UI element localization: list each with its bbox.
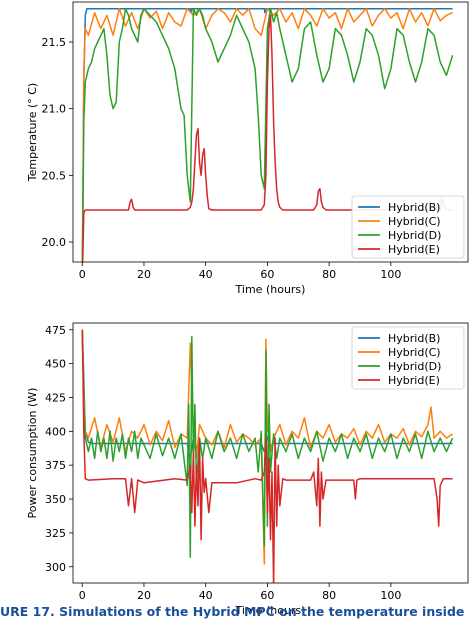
- series-line-hybrid-c: [81, 7, 453, 262]
- y-tick-label: 400: [45, 425, 66, 438]
- x-tick-label: 40: [199, 268, 213, 281]
- x-tick-label: 80: [322, 589, 336, 602]
- y-tick-label: 20.5: [42, 169, 67, 182]
- axes-frame: [72, 1, 469, 263]
- x-tick-label: 100: [380, 268, 401, 281]
- x-tick-label: 0: [79, 589, 86, 602]
- legend-entry: Hybrid(E): [388, 243, 440, 256]
- legend-entry: Hybrid(B): [388, 201, 440, 214]
- series-line-hybrid-d: [81, 329, 454, 559]
- x-axis-label: Time (hours): [235, 283, 306, 296]
- y-tick-label: 375: [45, 459, 66, 472]
- x-tick-label: 60: [260, 268, 274, 281]
- chart-1: 0 20 40 60 80 100 20.0 20.5 21.0 21.5 Time (hours)…: [26, 1, 469, 296]
- legend-entry: Hybrid(C): [388, 215, 441, 228]
- y-tick-label: 425: [45, 391, 66, 404]
- x-tick-label: 0: [79, 268, 86, 281]
- y-tick-label: 21.5: [42, 36, 67, 49]
- chart-2: 0 20 40 60 80 100 300 325 350 375 400 425 450 475 Time…: [26, 322, 469, 617]
- axes-frame: [72, 322, 469, 584]
- series-line-hybrid-e: [81, 329, 453, 583]
- y-tick-label: 300: [45, 561, 66, 574]
- x-tick-label: 20: [137, 589, 151, 602]
- series-line-hybrid-e: [81, 14, 453, 262]
- x-tick-label: 20: [137, 268, 151, 281]
- x-tick-label: 40: [199, 589, 213, 602]
- y-tick-label: 350: [45, 493, 66, 506]
- legend-entry: Hybrid(C): [388, 346, 441, 359]
- legend-entry: Hybrid(D): [388, 229, 441, 242]
- y-tick-label: 450: [45, 358, 66, 371]
- y-tick-label: 475: [45, 324, 66, 337]
- y-axis-label: Power consumption (W): [26, 388, 39, 519]
- legend-box: [351, 326, 465, 390]
- plot-area: [81, 7, 454, 262]
- legend: Hybrid(B)Hybrid(C)Hybrid(D)Hybrid(E): [351, 195, 465, 259]
- x-tick-label: 60: [260, 589, 274, 602]
- legend: Hybrid(B)Hybrid(C)Hybrid(D)Hybrid(E): [351, 326, 465, 390]
- y-tick-label: 325: [45, 527, 66, 540]
- figure-caption: URE 17. Simulations of the Hybrid MPC on…: [0, 604, 465, 619]
- y-axis-label: Temperature (° C): [26, 83, 39, 182]
- y-tick-label: 20.0: [42, 236, 67, 249]
- legend-entry: Hybrid(B): [388, 332, 440, 345]
- plot-area: [81, 329, 454, 583]
- series-line-hybrid-d: [81, 7, 454, 262]
- series-line-hybrid-b: [81, 7, 453, 262]
- x-axis-label: Time (hours): [235, 604, 306, 617]
- x-tick-label: 100: [380, 589, 401, 602]
- legend-box: [351, 195, 465, 259]
- legend-entry: Hybrid(E): [388, 374, 440, 387]
- y-tick-label: 21.0: [42, 103, 67, 116]
- legend-entry: Hybrid(D): [388, 360, 441, 373]
- x-tick-label: 80: [322, 268, 336, 281]
